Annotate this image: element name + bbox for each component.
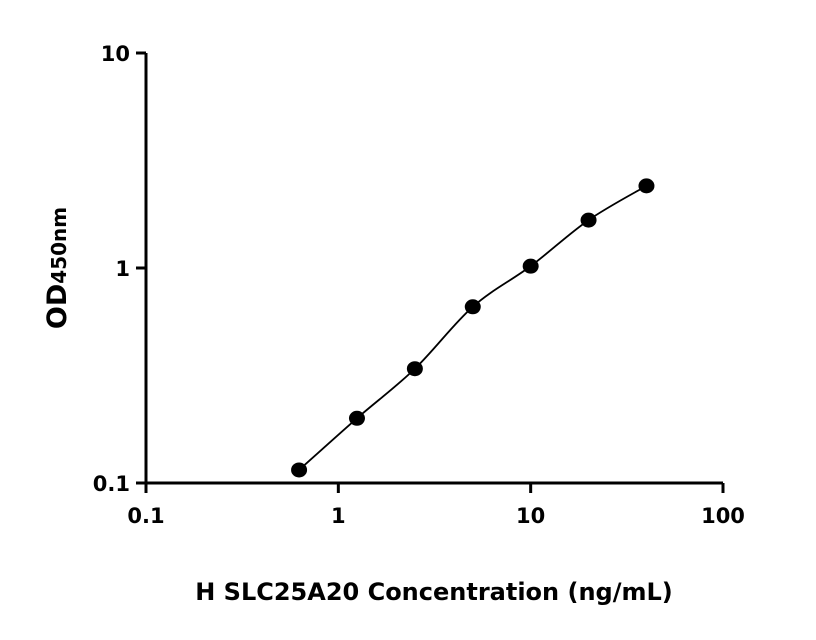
x-tick-label: 0.1 <box>127 504 164 528</box>
y-tick-label: 10 <box>101 42 130 66</box>
y-axis-title-main: OD <box>42 284 73 329</box>
data-point <box>580 212 597 228</box>
x-axis-title: H SLC25A20 Concentration (ng/mL) <box>195 578 673 606</box>
data-points <box>291 178 655 478</box>
axes: 0.1 1 10 100 0.1 1 10 <box>93 42 745 528</box>
fit-curve-group <box>298 185 647 471</box>
x-tick-label: 1 <box>331 504 346 528</box>
data-point <box>348 410 365 426</box>
data-point <box>291 462 308 478</box>
data-point <box>406 361 423 377</box>
y-tick-label: 0.1 <box>93 472 130 496</box>
y-tick-label: 1 <box>115 257 130 281</box>
y-axis-title: OD450nm <box>42 207 73 329</box>
fit-curve <box>298 185 647 471</box>
x-tick-label: 10 <box>516 504 545 528</box>
x-tick-label: 100 <box>701 504 745 528</box>
data-point <box>522 258 539 274</box>
data-point <box>638 178 655 194</box>
y-axis-title-subscript: 450nm <box>47 207 71 284</box>
data-point <box>464 299 481 315</box>
